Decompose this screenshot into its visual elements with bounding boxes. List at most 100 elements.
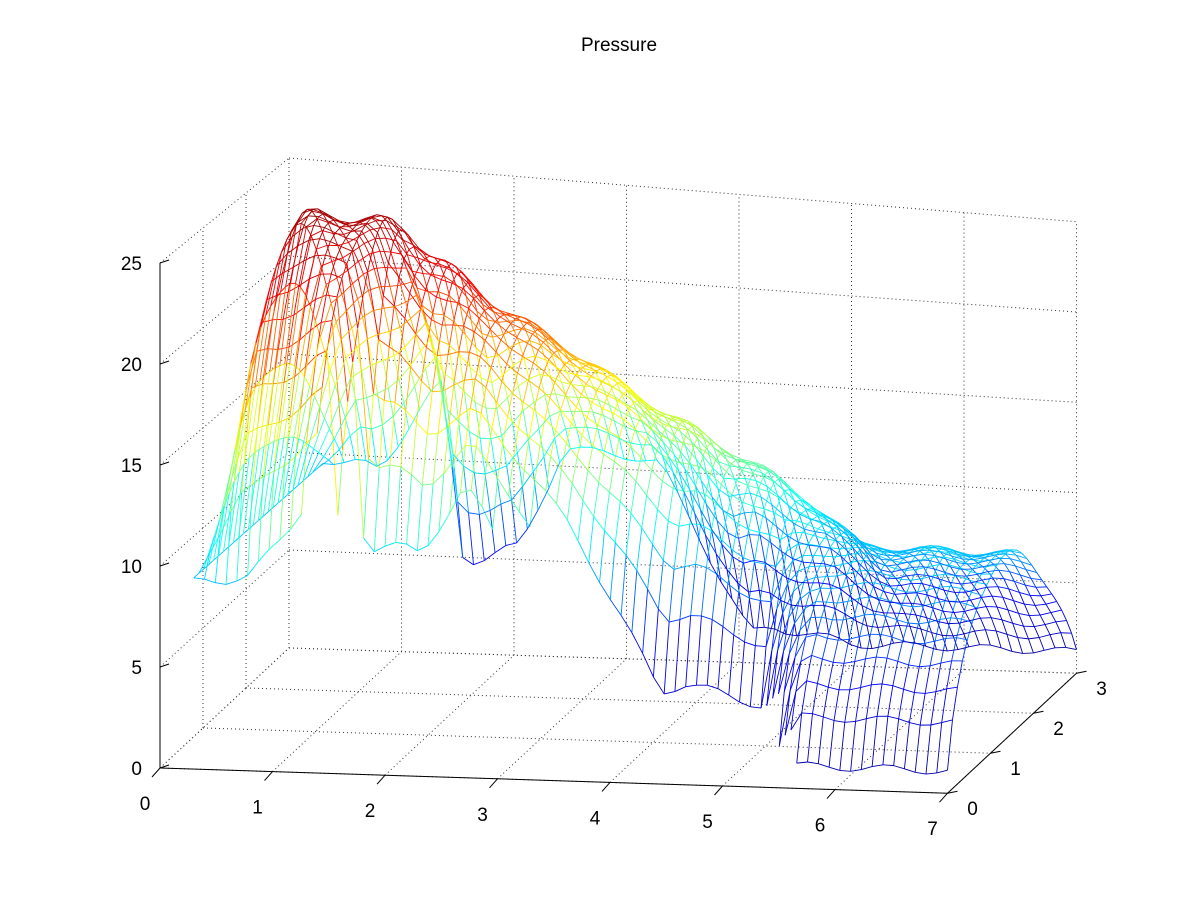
mesh-line <box>639 417 652 429</box>
mesh-line <box>724 454 730 467</box>
mesh-line <box>516 452 523 487</box>
mesh-line <box>479 356 492 368</box>
mesh-line <box>315 274 321 300</box>
mesh-line <box>905 613 916 616</box>
mesh-line <box>355 458 366 461</box>
mesh-line <box>280 286 286 293</box>
mesh-line <box>369 227 381 231</box>
mesh-line <box>753 488 759 507</box>
mesh-line <box>886 636 893 659</box>
mesh-line <box>700 509 706 535</box>
mesh-line <box>390 251 402 255</box>
mesh-line <box>788 504 800 515</box>
mesh-line <box>719 446 731 455</box>
mesh-line <box>450 267 462 279</box>
mesh-line <box>613 412 625 421</box>
mesh-line <box>897 640 904 662</box>
mesh-line <box>828 766 840 771</box>
mesh-line <box>355 222 367 226</box>
mesh-line <box>790 691 797 731</box>
mesh-line <box>985 629 997 632</box>
mesh-line <box>845 547 852 556</box>
mesh-line <box>939 562 951 568</box>
mesh-line <box>763 476 775 483</box>
mesh-line <box>661 455 668 473</box>
y-tick-label: 1 <box>1010 759 1021 780</box>
mesh-line <box>754 559 766 563</box>
mesh-line <box>320 261 333 267</box>
mesh-line <box>732 556 744 564</box>
mesh-line <box>517 402 524 429</box>
mesh-line <box>668 569 675 623</box>
mesh-line <box>342 401 349 451</box>
mesh-line <box>840 542 846 550</box>
mesh-line <box>620 391 633 400</box>
mesh-line <box>885 577 897 580</box>
mesh-line <box>892 551 904 554</box>
mesh-line <box>327 221 339 228</box>
mesh-line <box>264 298 277 376</box>
mesh-line <box>549 397 561 411</box>
mesh-line <box>949 575 956 587</box>
mesh-line <box>539 445 551 457</box>
mesh-line <box>480 387 487 414</box>
mesh-line <box>265 305 272 316</box>
mesh-line <box>273 422 280 472</box>
mesh-line <box>982 566 989 572</box>
mesh-line <box>237 457 250 539</box>
mesh-line <box>842 527 855 539</box>
mesh-line <box>884 559 890 566</box>
mesh-line <box>925 691 936 694</box>
mesh-line <box>430 264 436 276</box>
mesh-line <box>652 430 664 443</box>
mesh-line <box>518 342 525 359</box>
mesh-line <box>710 528 723 545</box>
mesh-line <box>944 573 955 576</box>
mesh-line <box>479 317 491 330</box>
mesh-line <box>818 632 829 635</box>
mesh-line <box>601 381 613 388</box>
mesh-line <box>876 683 883 717</box>
mesh-line <box>410 366 422 382</box>
mesh-line <box>517 372 529 381</box>
mesh-line <box>567 356 579 363</box>
mesh-line <box>651 469 663 482</box>
mesh-line <box>749 534 761 536</box>
mesh-line <box>381 424 388 461</box>
mesh-line <box>548 359 561 372</box>
mesh-line <box>390 251 397 269</box>
mesh-line <box>605 369 618 378</box>
mesh-line <box>466 278 479 293</box>
mesh-line <box>331 296 338 321</box>
mesh-line <box>511 499 518 544</box>
mesh-line <box>862 577 869 595</box>
mesh-line <box>897 660 909 666</box>
mesh-line <box>881 633 893 638</box>
mesh-line <box>328 428 335 440</box>
mesh-line <box>770 566 777 602</box>
mesh-line <box>444 276 456 284</box>
mesh-line <box>363 268 375 275</box>
mesh-line <box>963 633 970 647</box>
mesh-line <box>248 380 261 458</box>
mesh-line <box>345 237 357 241</box>
mesh-line <box>421 305 434 314</box>
mesh-line <box>731 598 744 616</box>
mesh-line <box>931 607 938 622</box>
mesh-line <box>435 264 447 269</box>
mesh-line <box>777 495 783 515</box>
mesh-line <box>913 623 919 644</box>
mesh-line <box>991 617 1003 621</box>
mesh-line <box>556 503 568 521</box>
mesh-line <box>629 442 636 462</box>
mesh-line <box>799 498 811 507</box>
mesh-line <box>312 456 324 473</box>
mesh-line <box>715 484 722 504</box>
mesh-line <box>763 470 769 477</box>
mesh-line <box>792 544 798 562</box>
mesh-line <box>755 645 767 648</box>
mesh-line <box>257 424 269 429</box>
mesh-line <box>921 604 928 618</box>
mesh-line <box>352 361 364 538</box>
